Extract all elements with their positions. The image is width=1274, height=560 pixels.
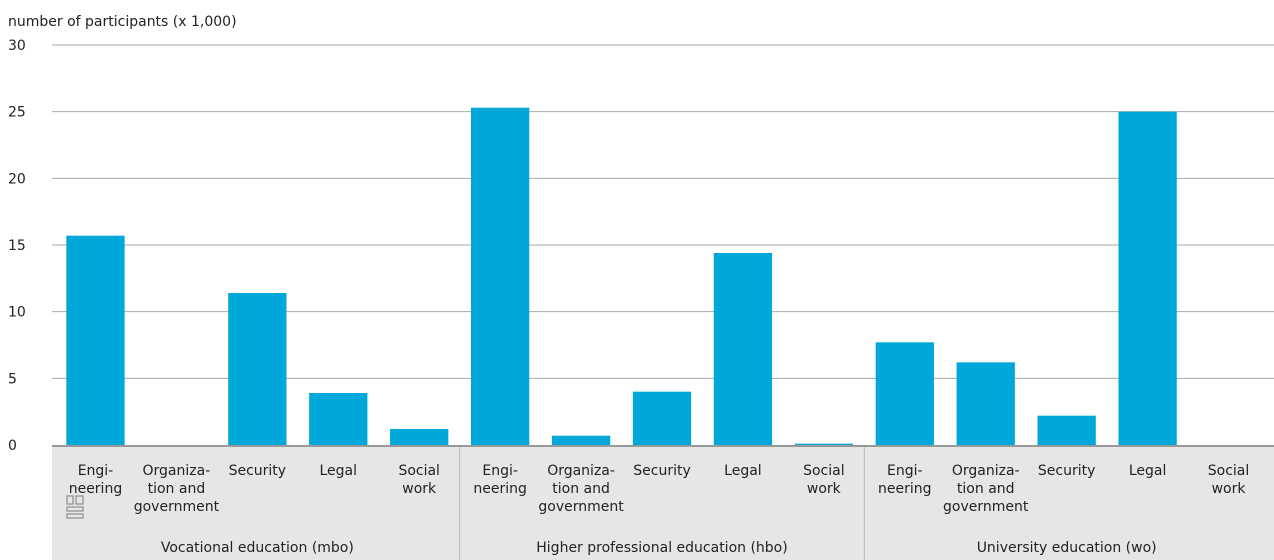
x-tick-label: Legal <box>724 463 762 479</box>
y-tick-label: 20 <box>8 171 26 187</box>
x-tick-label: Security <box>229 463 287 479</box>
group-label: University education (wo) <box>977 540 1157 556</box>
y-tick-label: 25 <box>8 105 26 121</box>
x-tick-label: Organiza-tion and government <box>134 463 220 515</box>
x-tick-label: Security <box>1038 463 1096 479</box>
x-tick-label: Social work <box>398 463 440 497</box>
x-tick-label: Social work <box>803 463 845 497</box>
bar <box>794 443 854 445</box>
x-tick-label: Organiza-tion and government <box>538 463 624 515</box>
y-axis-title: number of participants (x 1,000) <box>8 14 237 30</box>
x-tick-label: Legal <box>320 463 358 479</box>
bar <box>309 393 368 445</box>
x-tick-label: Security <box>633 463 691 479</box>
x-tick-label: Engi-neering <box>878 463 932 497</box>
bars <box>66 107 1177 446</box>
x-tick-label: Legal <box>1129 463 1167 479</box>
bar <box>470 107 530 446</box>
cbs-logo-icon <box>66 495 84 519</box>
x-tick-label: Engi-neering <box>473 463 527 497</box>
bar <box>632 391 692 445</box>
y-tick-label: 15 <box>8 238 26 254</box>
bar <box>713 253 773 445</box>
y-tick-label: 10 <box>8 305 26 321</box>
bar <box>1037 415 1096 445</box>
bar <box>551 435 611 445</box>
bar <box>956 362 1015 445</box>
bar <box>1118 111 1177 446</box>
bar <box>228 293 287 445</box>
y-tick-label: 0 <box>8 438 17 454</box>
y-tick-label: 5 <box>8 371 17 387</box>
y-tick-label: 30 <box>8 38 26 54</box>
x-tick-label: Organiza-tion and government <box>943 463 1029 515</box>
group-label: Higher professional education (hbo) <box>536 540 787 556</box>
x-axis-panel <box>52 445 1274 560</box>
bar <box>390 429 449 445</box>
x-tick-label: Engi-neering <box>69 463 123 497</box>
bar <box>66 235 125 445</box>
y-tick-labels: 0 5 10 15 20 25 30 <box>8 38 26 454</box>
bar <box>875 342 934 445</box>
group-label: Vocational education (mbo) <box>161 540 354 556</box>
x-axis-labels: Engi-neering Organiza-tion and government S… <box>52 445 1274 560</box>
x-tick-label: Social work <box>1208 463 1250 497</box>
